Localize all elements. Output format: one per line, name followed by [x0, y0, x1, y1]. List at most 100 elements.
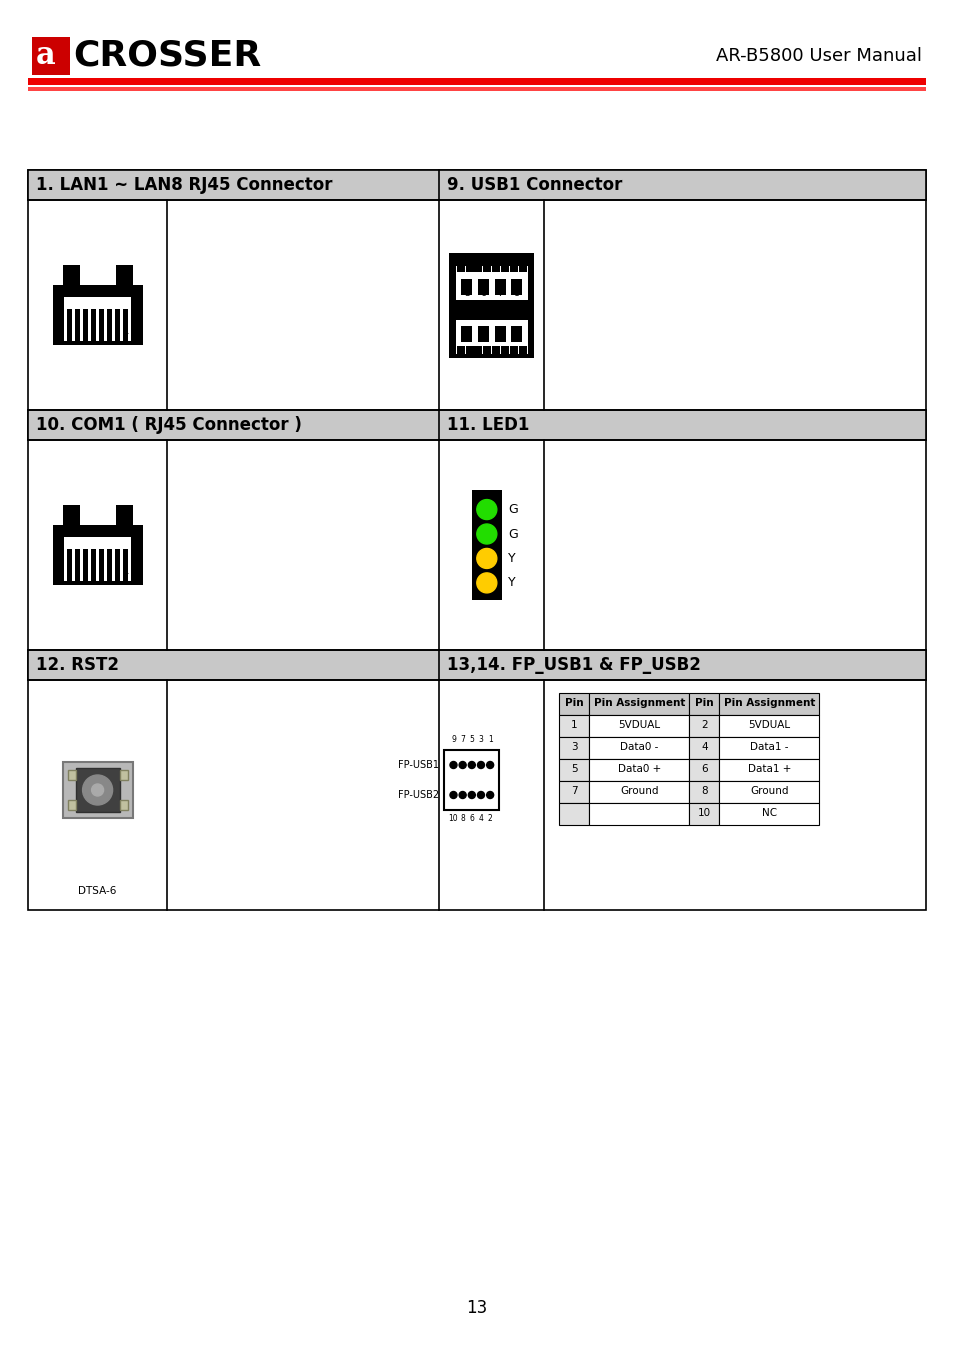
- Bar: [107, 549, 112, 580]
- Text: 7: 7: [571, 787, 578, 796]
- Bar: [119, 801, 128, 810]
- Text: Ground: Ground: [749, 787, 788, 796]
- Bar: [558, 759, 589, 780]
- Text: 8: 8: [513, 288, 519, 298]
- Text: 8: 8: [67, 327, 72, 336]
- Bar: [511, 325, 521, 342]
- Bar: [68, 769, 75, 780]
- Text: 5VDUAL: 5VDUAL: [618, 721, 659, 730]
- Bar: [719, 780, 819, 802]
- Bar: [589, 802, 689, 825]
- Text: 2: 2: [700, 721, 707, 730]
- Bar: [52, 265, 63, 285]
- Bar: [719, 714, 819, 737]
- Text: 4: 4: [700, 743, 707, 752]
- Text: 5: 5: [469, 734, 474, 744]
- Bar: [461, 325, 472, 342]
- Text: 13: 13: [466, 1299, 487, 1318]
- Bar: [32, 36, 70, 76]
- Text: 8: 8: [700, 787, 707, 796]
- Bar: [68, 801, 75, 810]
- Text: 1: 1: [463, 335, 470, 344]
- Text: Pin Assignment: Pin Assignment: [593, 698, 684, 709]
- Text: 6: 6: [480, 288, 486, 298]
- Bar: [28, 410, 925, 440]
- Text: 11. LED1: 11. LED1: [447, 416, 529, 433]
- Bar: [511, 279, 521, 296]
- Circle shape: [83, 775, 112, 805]
- Text: 6: 6: [700, 764, 707, 775]
- Text: 7: 7: [497, 288, 503, 298]
- Bar: [132, 505, 142, 525]
- Bar: [79, 265, 115, 285]
- Circle shape: [91, 784, 104, 796]
- Text: 1: 1: [571, 721, 578, 730]
- Bar: [99, 309, 104, 342]
- Text: 1: 1: [123, 327, 129, 336]
- Bar: [123, 309, 128, 342]
- Bar: [500, 265, 509, 271]
- Bar: [119, 769, 128, 780]
- Text: 2: 2: [487, 814, 492, 824]
- Bar: [99, 549, 104, 580]
- Bar: [719, 737, 819, 759]
- Circle shape: [458, 761, 466, 768]
- Bar: [483, 346, 491, 354]
- Circle shape: [450, 791, 456, 798]
- Bar: [75, 549, 80, 580]
- Bar: [456, 265, 464, 271]
- Bar: [444, 751, 498, 810]
- Bar: [492, 346, 499, 354]
- Bar: [28, 78, 925, 85]
- Bar: [483, 265, 491, 271]
- Bar: [589, 759, 689, 780]
- Text: 1: 1: [487, 734, 492, 744]
- Bar: [28, 649, 925, 680]
- Text: Data1 +: Data1 +: [747, 764, 790, 775]
- Bar: [107, 309, 112, 342]
- Bar: [494, 279, 505, 296]
- Bar: [477, 279, 489, 296]
- Text: 8: 8: [67, 567, 72, 576]
- Text: 5VDUAL: 5VDUAL: [747, 721, 790, 730]
- Bar: [28, 170, 925, 910]
- Text: CROSSER: CROSSER: [73, 39, 261, 73]
- Text: 10: 10: [697, 809, 710, 818]
- Text: 8: 8: [459, 814, 464, 824]
- Bar: [67, 549, 71, 580]
- Bar: [510, 265, 517, 271]
- Circle shape: [476, 500, 497, 520]
- Bar: [115, 309, 120, 342]
- Circle shape: [476, 524, 497, 544]
- Text: FP-USB1: FP-USB1: [398, 760, 438, 770]
- Circle shape: [486, 791, 493, 798]
- Bar: [589, 714, 689, 737]
- Text: 3: 3: [497, 335, 502, 344]
- Circle shape: [458, 791, 466, 798]
- Circle shape: [477, 761, 484, 768]
- Bar: [589, 780, 689, 802]
- Bar: [500, 346, 509, 354]
- Bar: [689, 802, 719, 825]
- Bar: [123, 549, 128, 580]
- Bar: [64, 297, 132, 342]
- Bar: [75, 309, 80, 342]
- Bar: [510, 346, 517, 354]
- Bar: [589, 693, 689, 714]
- Bar: [689, 714, 719, 737]
- Text: Y: Y: [507, 552, 515, 564]
- Bar: [91, 549, 96, 580]
- Circle shape: [476, 572, 497, 593]
- Text: 10: 10: [448, 814, 457, 824]
- Bar: [558, 737, 589, 759]
- Bar: [719, 693, 819, 714]
- Bar: [461, 279, 472, 296]
- Text: 10. COM1 ( RJ45 Connector ): 10. COM1 ( RJ45 Connector ): [36, 416, 301, 433]
- Text: 4: 4: [478, 814, 483, 824]
- Bar: [558, 780, 589, 802]
- Bar: [456, 266, 527, 300]
- Bar: [132, 265, 142, 285]
- Bar: [83, 309, 88, 342]
- Text: G: G: [507, 504, 517, 516]
- Bar: [474, 346, 482, 354]
